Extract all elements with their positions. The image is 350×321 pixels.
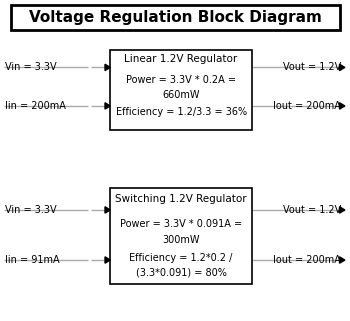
Text: Switching 1.2V Regulator: Switching 1.2V Regulator	[115, 194, 247, 204]
Bar	[110, 50, 252, 130]
Polygon shape	[105, 207, 110, 213]
Text: Iin = 200mA: Iin = 200mA	[5, 101, 66, 111]
Polygon shape	[340, 207, 345, 213]
Text: Voltage Regulation Block Diagram: Voltage Regulation Block Diagram	[29, 10, 321, 25]
Polygon shape	[340, 103, 345, 109]
Text: 300mW: 300mW	[162, 235, 200, 245]
Polygon shape	[105, 257, 110, 263]
Text: Vin = 3.3V: Vin = 3.3V	[5, 62, 57, 73]
Text: Power = 3.3V * 0.091A =: Power = 3.3V * 0.091A =	[120, 219, 242, 230]
Text: Efficiency = 1.2*0.2 /: Efficiency = 1.2*0.2 /	[130, 253, 233, 263]
Text: (3.3*0.091) = 80%: (3.3*0.091) = 80%	[136, 267, 226, 278]
Bar	[110, 188, 252, 284]
Polygon shape	[340, 64, 345, 71]
Text: Vin = 3.3V: Vin = 3.3V	[5, 205, 57, 215]
Text: 660mW: 660mW	[162, 90, 200, 100]
Polygon shape	[105, 103, 110, 109]
Text: Vout = 1.2V: Vout = 1.2V	[283, 62, 341, 73]
Text: Power = 3.3V * 0.2A =: Power = 3.3V * 0.2A =	[126, 75, 236, 85]
Polygon shape	[340, 257, 345, 263]
Text: Vout = 1.2V: Vout = 1.2V	[283, 205, 341, 215]
Text: Iout = 200mA: Iout = 200mA	[273, 255, 341, 265]
Text: Iout = 200mA: Iout = 200mA	[273, 101, 341, 111]
Polygon shape	[105, 64, 110, 71]
Text: Efficiency = 1.2/3.3 = 36%: Efficiency = 1.2/3.3 = 36%	[116, 107, 247, 117]
Text: Linear 1.2V Regulator: Linear 1.2V Regulator	[125, 54, 238, 65]
Bar	[10, 5, 340, 30]
Text: Iin = 91mA: Iin = 91mA	[5, 255, 60, 265]
